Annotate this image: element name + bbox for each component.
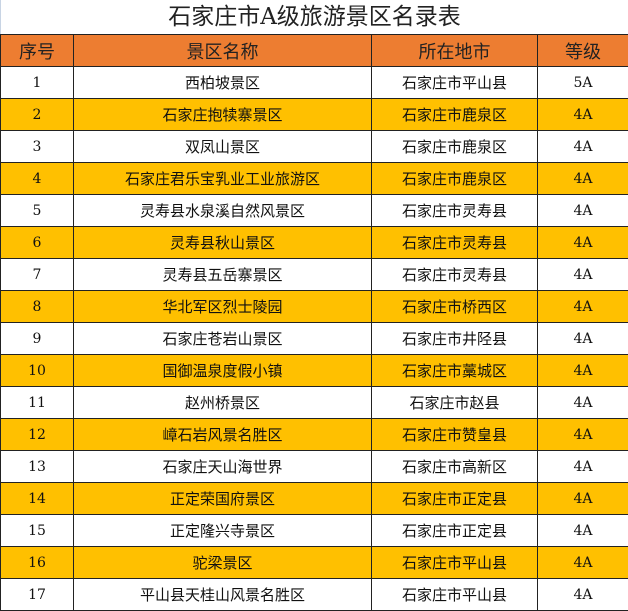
cell-name: 灵寿县秋山景区	[74, 227, 372, 259]
cell-index: 4	[1, 163, 74, 195]
cell-index: 14	[1, 483, 74, 515]
cell-name: 石家庄抱犊寨景区	[74, 99, 372, 131]
cell-index: 2	[1, 99, 74, 131]
cell-location: 石家庄市平山县	[372, 547, 538, 579]
cell-location: 石家庄市鹿泉区	[372, 163, 538, 195]
cell-index: 10	[1, 355, 74, 387]
cell-index: 11	[1, 387, 74, 419]
cell-grade: 4A	[538, 163, 628, 195]
cell-location: 石家庄市鹿泉区	[372, 131, 538, 163]
cell-location: 石家庄市赵县	[372, 387, 538, 419]
cell-grade: 4A	[538, 195, 628, 227]
cell-name: 赵州桥景区	[74, 387, 372, 419]
cell-location: 石家庄市赞皇县	[372, 419, 538, 451]
cell-index: 13	[1, 451, 74, 483]
cell-location: 石家庄市平山县	[372, 67, 538, 99]
cell-index: 9	[1, 323, 74, 355]
cell-index: 7	[1, 259, 74, 291]
cell-location: 石家庄市平山县	[372, 579, 538, 611]
cell-location: 石家庄市井陉县	[372, 323, 538, 355]
cell-location: 石家庄市高新区	[372, 451, 538, 483]
cell-grade: 4A	[538, 451, 628, 483]
cell-grade: 4A	[538, 99, 628, 131]
cell-grade: 4A	[538, 259, 628, 291]
cell-index: 6	[1, 227, 74, 259]
cell-location: 石家庄市藁城区	[372, 355, 538, 387]
cell-grade: 4A	[538, 483, 628, 515]
cell-location: 石家庄市正定县	[372, 515, 538, 547]
cell-location: 石家庄市正定县	[372, 483, 538, 515]
cell-grade: 5A	[538, 67, 628, 99]
cell-index: 8	[1, 291, 74, 323]
cell-grade: 4A	[538, 227, 628, 259]
cell-name: 国御温泉度假小镇	[74, 355, 372, 387]
header-index: 序号	[1, 35, 74, 67]
table-title: 石家庄市A级旅游景区名录表	[0, 0, 628, 34]
cell-index: 16	[1, 547, 74, 579]
cell-name: 驼梁景区	[74, 547, 372, 579]
cell-index: 3	[1, 131, 74, 163]
cell-name: 石家庄天山海世界	[74, 451, 372, 483]
cell-grade: 4A	[538, 131, 628, 163]
header-name: 景区名称	[74, 35, 372, 67]
cell-index: 15	[1, 515, 74, 547]
cell-name: 灵寿县五岳寨景区	[74, 259, 372, 291]
cell-index: 17	[1, 579, 74, 611]
cell-name: 西柏坡景区	[74, 67, 372, 99]
cell-name: 正定隆兴寺景区	[74, 515, 372, 547]
cell-name: 石家庄君乐宝乳业工业旅游区	[74, 163, 372, 195]
cell-location: 石家庄市鹿泉区	[372, 99, 538, 131]
cell-location: 石家庄市灵寿县	[372, 259, 538, 291]
cell-location: 石家庄市桥西区	[372, 291, 538, 323]
cell-index: 5	[1, 195, 74, 227]
cell-location: 石家庄市灵寿县	[372, 227, 538, 259]
cell-grade: 4A	[538, 579, 628, 611]
cell-name: 嶂石岩风景名胜区	[74, 419, 372, 451]
cell-grade: 4A	[538, 515, 628, 547]
cell-name: 双凤山景区	[74, 131, 372, 163]
cell-name: 石家庄苍岩山景区	[74, 323, 372, 355]
cell-name: 灵寿县水泉溪自然风景区	[74, 195, 372, 227]
cell-grade: 4A	[538, 419, 628, 451]
cell-name: 正定荣国府景区	[74, 483, 372, 515]
header-location: 所在地市	[372, 35, 538, 67]
cell-index: 1	[1, 67, 74, 99]
cell-grade: 4A	[538, 291, 628, 323]
header-row: 序号 景区名称 所在地市 等级	[1, 35, 628, 67]
cell-name: 华北军区烈士陵园	[74, 291, 372, 323]
cell-grade: 4A	[538, 355, 628, 387]
cell-grade: 4A	[538, 323, 628, 355]
cell-grade: 4A	[538, 547, 628, 579]
cell-name: 平山县天桂山风景名胜区	[74, 579, 372, 611]
cell-index: 12	[1, 419, 74, 451]
header-grade: 等级	[538, 35, 628, 67]
cell-grade: 4A	[538, 387, 628, 419]
cell-location: 石家庄市灵寿县	[372, 195, 538, 227]
